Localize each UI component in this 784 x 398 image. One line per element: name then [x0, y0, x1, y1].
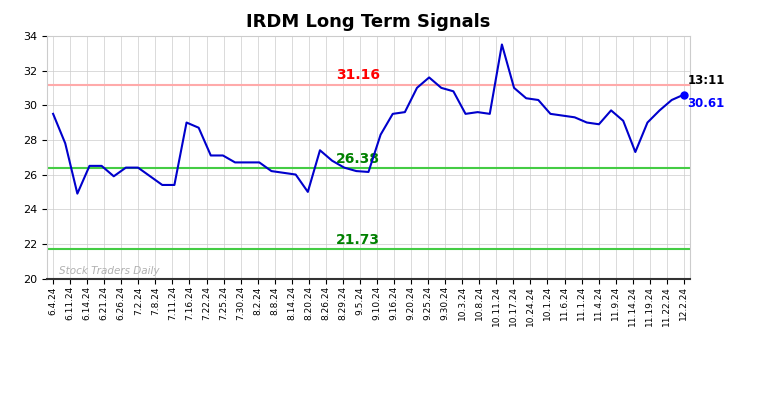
- Text: Stock Traders Daily: Stock Traders Daily: [59, 266, 160, 276]
- Text: 21.73: 21.73: [336, 233, 380, 247]
- Text: 13:11: 13:11: [688, 74, 725, 87]
- Text: 30.61: 30.61: [688, 97, 724, 110]
- Text: 26.38: 26.38: [336, 152, 380, 166]
- Text: 31.16: 31.16: [336, 68, 380, 82]
- Title: IRDM Long Term Signals: IRDM Long Term Signals: [246, 14, 491, 31]
